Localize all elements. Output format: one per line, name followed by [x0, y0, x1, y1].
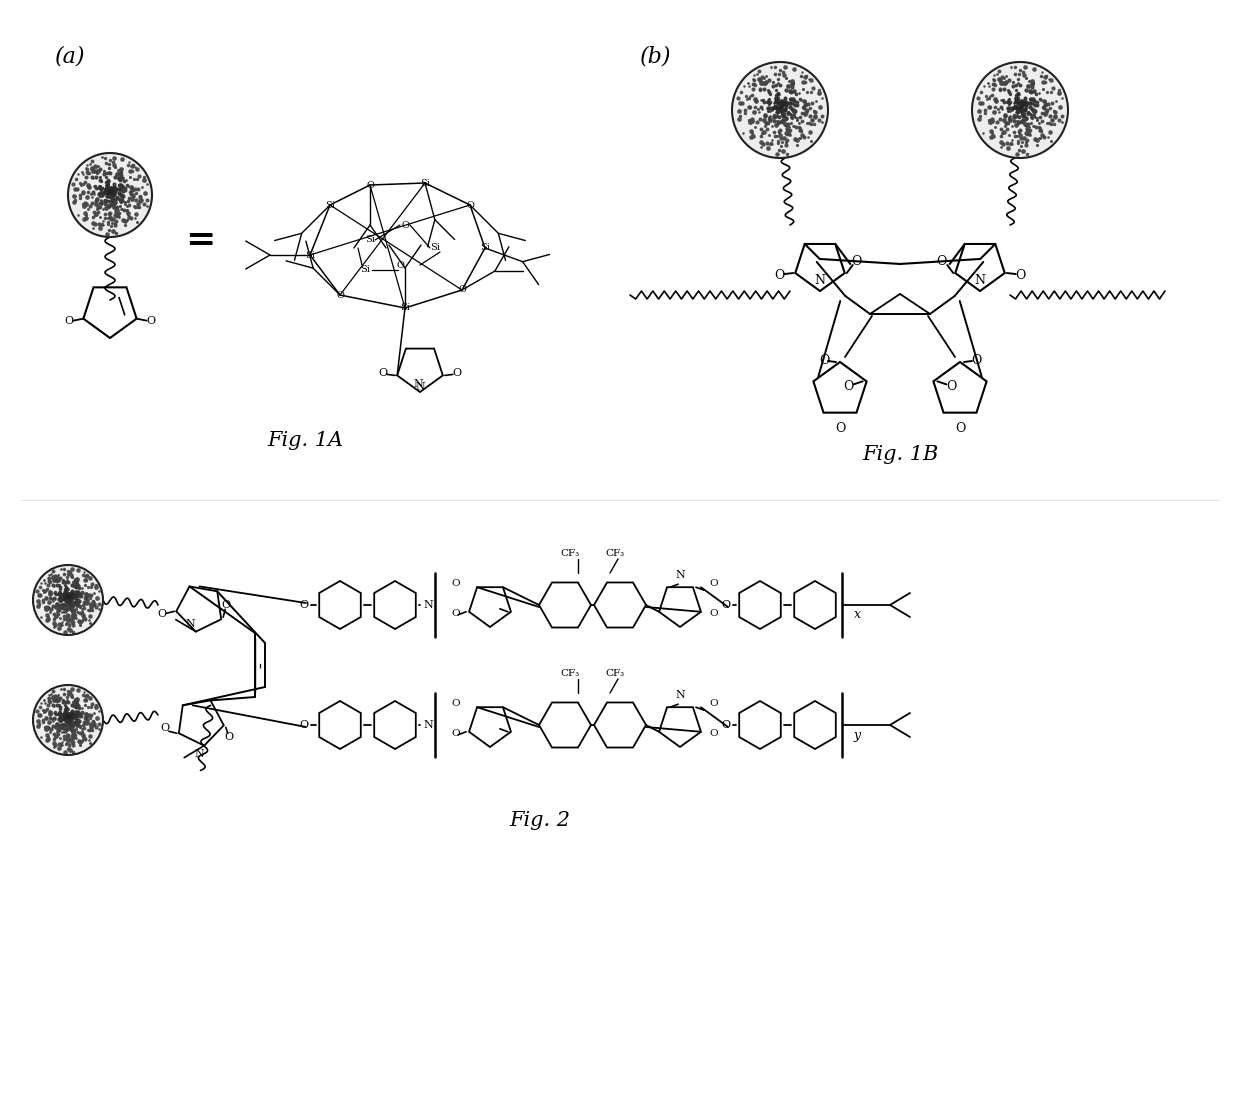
Text: O: O: [774, 268, 785, 281]
Text: O: O: [451, 699, 460, 708]
Text: N: N: [195, 748, 205, 758]
Text: CF₃: CF₃: [560, 668, 579, 677]
Text: O: O: [160, 723, 170, 733]
Text: Si: Si: [325, 200, 335, 210]
Text: O: O: [396, 260, 404, 269]
Text: O: O: [224, 732, 233, 742]
Text: Si: Si: [430, 244, 440, 253]
Text: CF₃: CF₃: [605, 548, 625, 557]
Text: N: N: [975, 275, 986, 288]
Text: Si: Si: [480, 244, 490, 253]
Text: O: O: [936, 255, 946, 267]
Text: O: O: [453, 368, 461, 378]
Text: O: O: [451, 578, 460, 588]
Circle shape: [732, 62, 828, 158]
Text: O: O: [366, 180, 374, 189]
Text: O: O: [722, 600, 730, 610]
Text: Si: Si: [365, 235, 374, 244]
Text: Si: Si: [401, 303, 410, 312]
Circle shape: [33, 685, 103, 755]
Text: O: O: [451, 609, 460, 618]
Circle shape: [972, 62, 1068, 158]
Text: Fig. 2: Fig. 2: [510, 810, 570, 830]
Text: N: N: [415, 382, 425, 392]
Text: N: N: [675, 690, 684, 700]
Text: N: N: [815, 275, 826, 288]
Text: O: O: [451, 729, 460, 737]
Text: O: O: [709, 729, 718, 737]
Text: O: O: [222, 600, 231, 610]
Text: O: O: [843, 380, 854, 392]
Text: O: O: [466, 200, 474, 210]
Text: =: =: [185, 223, 216, 257]
Text: O: O: [852, 255, 862, 267]
Text: O: O: [146, 315, 155, 325]
Text: O: O: [401, 221, 409, 230]
Text: O: O: [157, 609, 167, 620]
Text: O: O: [64, 315, 74, 325]
Text: CF₃: CF₃: [605, 668, 625, 677]
Text: (b): (b): [640, 45, 672, 67]
Text: O: O: [336, 290, 343, 300]
Text: O: O: [709, 578, 718, 588]
Text: N: N: [413, 379, 423, 389]
Text: CF₃: CF₃: [560, 548, 579, 557]
Text: O: O: [946, 380, 956, 392]
Text: O: O: [722, 720, 730, 730]
Text: O: O: [709, 699, 718, 708]
Text: O: O: [709, 609, 718, 618]
Text: Si: Si: [305, 251, 315, 259]
Text: O: O: [971, 354, 981, 366]
Text: N: N: [675, 570, 684, 580]
Text: O: O: [458, 286, 466, 295]
Text: Fig. 1B: Fig. 1B: [862, 445, 939, 465]
Text: O: O: [1016, 268, 1025, 281]
Text: Fig. 1A: Fig. 1A: [267, 431, 343, 449]
Circle shape: [33, 565, 103, 635]
Text: O: O: [835, 422, 846, 434]
Circle shape: [68, 153, 153, 237]
Text: O: O: [299, 720, 309, 730]
Text: Si: Si: [360, 266, 370, 275]
Text: N: N: [423, 600, 433, 610]
Text: O: O: [299, 600, 309, 610]
Text: O: O: [818, 354, 830, 366]
Text: N: N: [186, 619, 196, 629]
Text: O: O: [378, 368, 388, 378]
Text: Si: Si: [420, 178, 430, 188]
Text: (a): (a): [55, 45, 86, 67]
Text: x: x: [853, 609, 861, 622]
Text: N: N: [423, 720, 433, 730]
Text: O: O: [955, 422, 965, 434]
Text: y: y: [853, 729, 861, 742]
